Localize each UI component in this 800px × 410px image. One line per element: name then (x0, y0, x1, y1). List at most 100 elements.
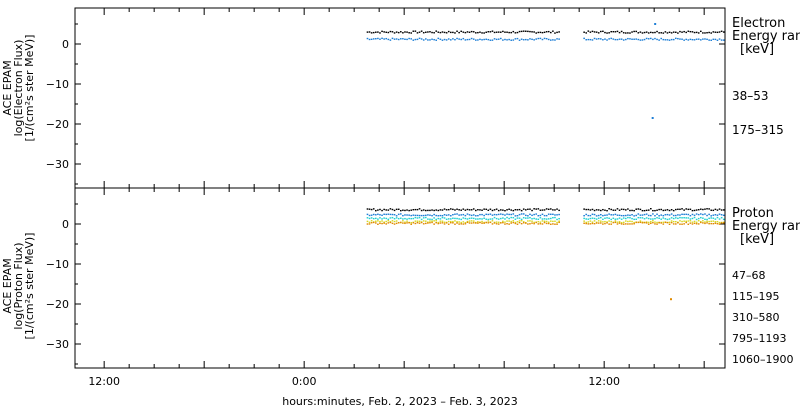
data-point (650, 218, 652, 220)
data-point (500, 31, 502, 33)
data-point (383, 213, 385, 215)
data-point (687, 217, 690, 219)
data-point (510, 31, 513, 34)
data-point (481, 222, 483, 224)
data-point (691, 221, 694, 223)
data-point (460, 38, 463, 41)
data-point (483, 214, 485, 217)
data-point (595, 218, 598, 220)
data-point (533, 217, 535, 220)
data-point (460, 221, 463, 224)
data-point (518, 217, 521, 219)
electron-y-axis: 0 −10 −20 −30 (46, 23, 725, 185)
data-point (410, 223, 413, 225)
data-point (666, 32, 669, 34)
data-point (710, 222, 713, 225)
data-point (666, 209, 669, 211)
data-point (616, 221, 619, 223)
data-point (454, 209, 456, 211)
data-point (629, 38, 631, 40)
data-point (406, 220, 408, 222)
data-point (410, 214, 413, 217)
data-point (679, 220, 681, 222)
data-point (422, 32, 425, 34)
data-point (427, 214, 429, 216)
data-point (541, 213, 544, 216)
data-point (427, 218, 429, 220)
data-point (477, 31, 479, 34)
data-point (504, 38, 506, 41)
data-point (470, 222, 473, 224)
data-point (700, 30, 702, 33)
data-point (475, 222, 477, 224)
data-point (366, 223, 369, 225)
data-point (593, 223, 596, 225)
y-tick-label: 0 (62, 38, 69, 51)
data-point (470, 209, 473, 211)
data-point (608, 220, 610, 222)
data-point (700, 213, 702, 215)
data-point (662, 221, 665, 224)
data-point (587, 223, 590, 225)
data-point (470, 214, 473, 217)
data-point (450, 39, 452, 41)
data-point (720, 30, 723, 32)
data-point (510, 216, 513, 219)
data-point (485, 38, 488, 40)
data-point (716, 220, 719, 223)
data-point (397, 31, 400, 34)
data-point (545, 31, 548, 33)
data-point (689, 215, 692, 217)
data-point (714, 221, 717, 223)
data-point (710, 39, 713, 41)
data-point (435, 209, 438, 211)
data-point (545, 222, 548, 225)
data-point (368, 214, 371, 217)
data-point (491, 220, 494, 222)
proton-legend: 47–68 115–195 310–580 795–1193 1060–1900 (732, 269, 794, 366)
data-point (679, 216, 681, 219)
data-point (533, 221, 535, 224)
data-point (522, 213, 525, 215)
data-point (547, 213, 550, 215)
data-point (718, 213, 721, 215)
data-point (427, 31, 429, 33)
data-point (633, 221, 635, 224)
data-point (395, 208, 398, 211)
data-point (385, 31, 388, 33)
data-point (497, 38, 500, 40)
data-point (450, 215, 452, 217)
data-point (493, 213, 496, 216)
data-point (420, 30, 423, 32)
data-point (400, 217, 402, 219)
data-point (393, 32, 396, 34)
data-point (504, 209, 506, 212)
data-point (670, 217, 673, 219)
data-point (629, 32, 631, 34)
data-point (545, 208, 548, 210)
data-point (512, 216, 515, 219)
data-point (675, 208, 677, 211)
data-point (687, 213, 690, 216)
data-point (606, 217, 608, 219)
data-point (558, 213, 560, 216)
data-point (687, 39, 690, 41)
data-point (556, 223, 558, 225)
data-point (685, 31, 688, 34)
proton-legend-subtitle: Energy range (732, 219, 800, 234)
data-point (545, 37, 548, 40)
data-point (712, 209, 715, 212)
data-point (593, 37, 596, 40)
data-point (658, 208, 660, 211)
data-point (425, 222, 427, 225)
data-point (427, 222, 429, 224)
data-point (387, 213, 390, 215)
data-point (522, 30, 525, 32)
data-point (585, 222, 588, 225)
data-point (512, 30, 515, 33)
data-point (481, 209, 483, 211)
data-point (431, 218, 433, 221)
data-point (622, 208, 625, 211)
x-tick-label: 0:00 (292, 375, 317, 388)
data-point (660, 37, 663, 40)
